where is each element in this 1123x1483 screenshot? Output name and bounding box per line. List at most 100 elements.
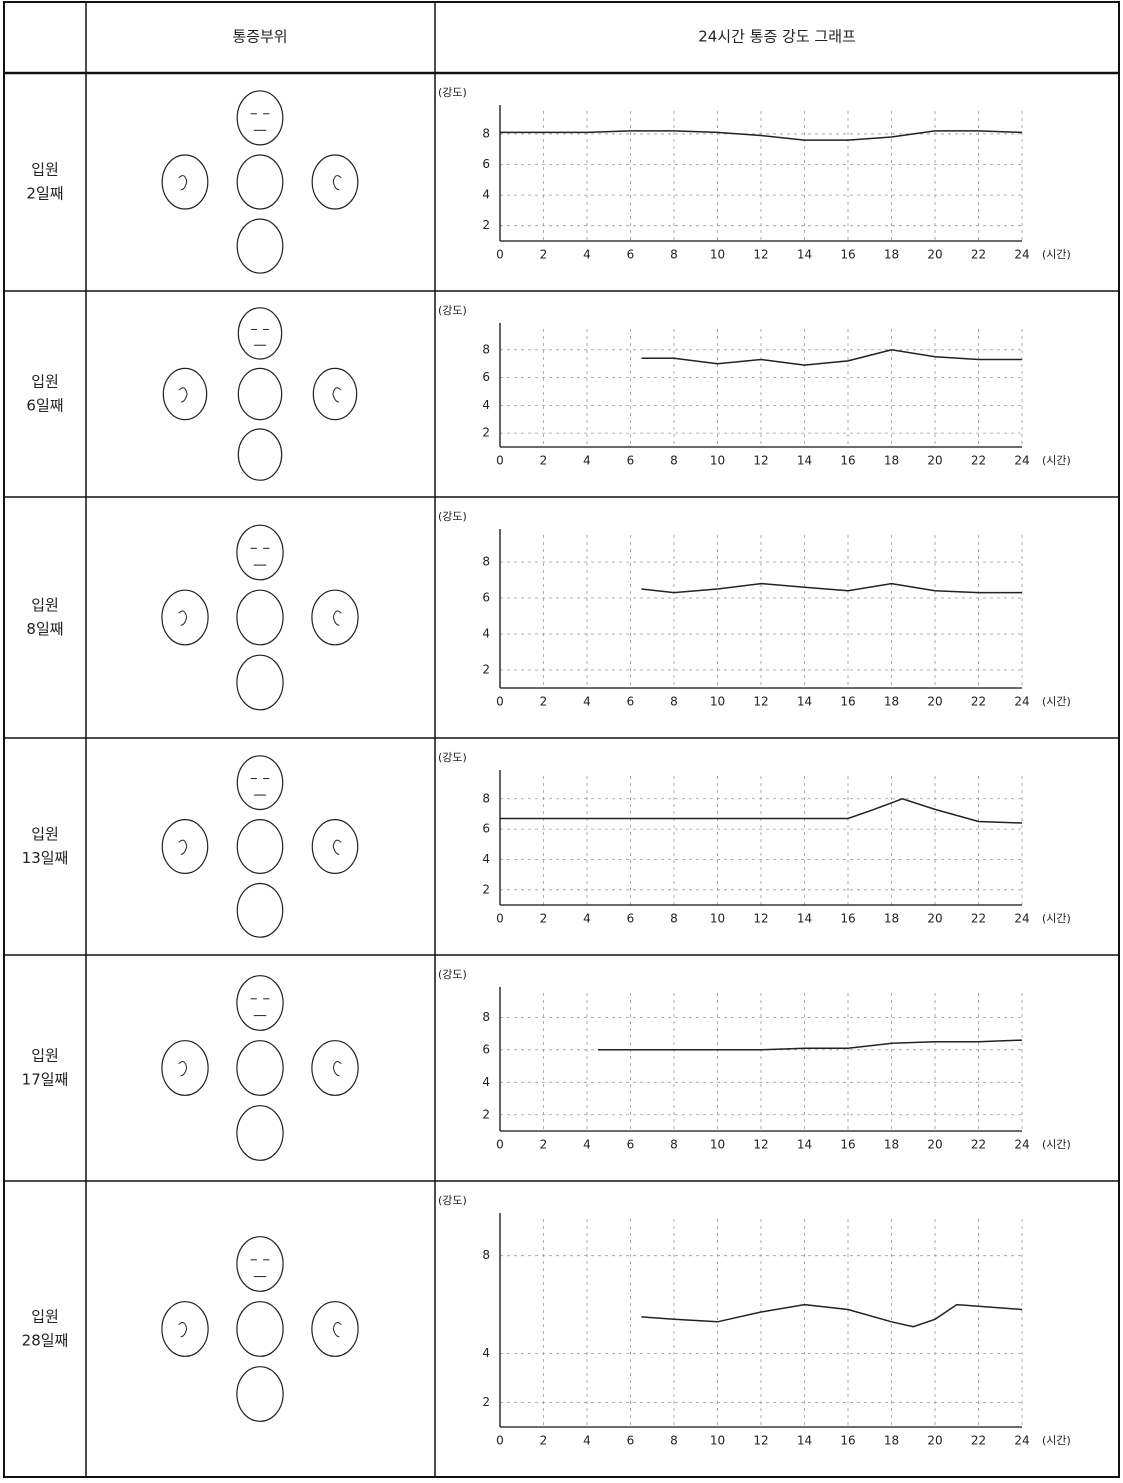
- head-drawing: [236, 1366, 284, 1422]
- head-drawing: [161, 589, 209, 646]
- x-tick-label: 2: [540, 454, 548, 468]
- x-tick-label: 14: [797, 912, 812, 926]
- head-drawing: [161, 1040, 209, 1096]
- x-tick-label: 8: [670, 695, 678, 709]
- x-axis-label: (시간): [1042, 248, 1071, 261]
- head-drawing: [161, 154, 209, 210]
- y-tick-label: 8: [482, 1248, 490, 1262]
- row-label: 입원: [31, 161, 59, 179]
- y-tick-label: 6: [482, 822, 490, 836]
- x-tick-label: 14: [797, 248, 812, 262]
- pain-line: [641, 582, 1022, 594]
- head-drawing: [162, 367, 208, 421]
- head-drawing: [236, 882, 284, 938]
- x-tick-label: 18: [884, 695, 899, 709]
- x-tick-label: 24: [1014, 454, 1029, 468]
- y-tick-label: 2: [482, 218, 490, 232]
- x-tick-label: 4: [583, 1434, 591, 1448]
- x-tick-label: 6: [627, 248, 635, 262]
- x-tick-label: 4: [583, 454, 591, 468]
- y-tick-label: 6: [482, 370, 490, 384]
- x-tick-label: 8: [670, 454, 678, 468]
- x-tick-label: 20: [927, 1138, 942, 1152]
- y-tick-label: 4: [482, 627, 490, 641]
- x-tick-label: 24: [1014, 248, 1029, 262]
- x-tick-label: 14: [797, 695, 812, 709]
- x-axis-label: (시간): [1042, 1434, 1071, 1447]
- head-drawing: [311, 1301, 359, 1357]
- head-drawing: [236, 154, 284, 210]
- y-axis-label: (강도): [438, 510, 467, 523]
- ear-detail: [178, 1061, 188, 1077]
- head-drawing: [237, 367, 283, 421]
- x-tick-label: 22: [971, 454, 986, 468]
- y-tick-label: 8: [482, 342, 490, 356]
- y-tick-label: 6: [482, 157, 490, 171]
- ear-detail: [178, 387, 188, 403]
- head-drawing: [236, 1040, 284, 1096]
- header-cell: 24시간 통증 강도 그래프: [698, 28, 856, 46]
- head-drawing: [236, 1105, 284, 1161]
- x-tick-label: 24: [1014, 912, 1029, 926]
- y-axis-label: (강도): [438, 86, 467, 99]
- x-tick-label: 2: [540, 248, 548, 262]
- head-drawing: [237, 307, 283, 360]
- x-tick-label: 24: [1014, 1434, 1029, 1448]
- y-axis-label: (강도): [438, 304, 467, 317]
- x-tick-label: 14: [797, 1138, 812, 1152]
- y-tick-label: 4: [482, 1075, 490, 1089]
- y-axis-label: (강도): [438, 968, 467, 981]
- y-tick-label: 2: [482, 663, 490, 677]
- y-tick-label: 6: [482, 591, 490, 605]
- head-drawing: [236, 90, 284, 146]
- ear-detail: [178, 175, 188, 191]
- x-tick-label: 0: [496, 1434, 504, 1448]
- y-axis-label: (강도): [438, 1194, 467, 1207]
- y-tick-label: 2: [482, 882, 490, 896]
- x-tick-label: 4: [583, 912, 591, 926]
- x-tick-label: 4: [583, 695, 591, 709]
- ear-detail: [332, 387, 342, 403]
- x-tick-label: 0: [496, 248, 504, 262]
- head-drawing: [161, 819, 209, 874]
- x-tick-label: 6: [627, 1434, 635, 1448]
- x-axis-label: (시간): [1042, 1138, 1071, 1151]
- ear-detail: [332, 175, 342, 191]
- x-tick-label: 10: [710, 1138, 725, 1152]
- row-label: 입원: [31, 596, 59, 614]
- row-label: 13일째: [22, 849, 69, 867]
- x-tick-label: 14: [797, 1434, 812, 1448]
- x-tick-label: 20: [927, 248, 942, 262]
- head-drawing: [236, 654, 284, 711]
- x-tick-label: 10: [710, 695, 725, 709]
- x-tick-label: 6: [627, 912, 635, 926]
- head-drawing: [311, 589, 359, 646]
- x-tick-label: 0: [496, 454, 504, 468]
- x-tick-label: 18: [884, 912, 899, 926]
- row-label: 8일째: [26, 620, 63, 638]
- x-tick-label: 0: [496, 1138, 504, 1152]
- ear-detail: [178, 839, 188, 855]
- x-axis-label: (시간): [1042, 454, 1071, 467]
- x-tick-label: 14: [797, 454, 812, 468]
- head-drawing: [236, 1236, 284, 1292]
- x-tick-label: 18: [884, 1434, 899, 1448]
- ear-detail: [332, 1322, 342, 1338]
- x-tick-label: 22: [971, 1434, 986, 1448]
- header-cell: 통증부위: [232, 28, 287, 46]
- ear-detail: [178, 1322, 188, 1338]
- y-tick-label: 4: [482, 398, 490, 412]
- pain-line: [500, 130, 1023, 141]
- head-drawing: [161, 1301, 209, 1357]
- x-axis-label: (시간): [1042, 695, 1071, 708]
- x-tick-label: 12: [753, 912, 768, 926]
- x-tick-label: 8: [670, 1434, 678, 1448]
- x-tick-label: 24: [1014, 1138, 1029, 1152]
- head-drawing: [236, 218, 284, 274]
- ear-detail: [332, 839, 342, 855]
- pain-line: [500, 798, 1023, 824]
- x-tick-label: 20: [927, 695, 942, 709]
- row-label: 6일째: [26, 397, 63, 415]
- x-tick-label: 12: [753, 454, 768, 468]
